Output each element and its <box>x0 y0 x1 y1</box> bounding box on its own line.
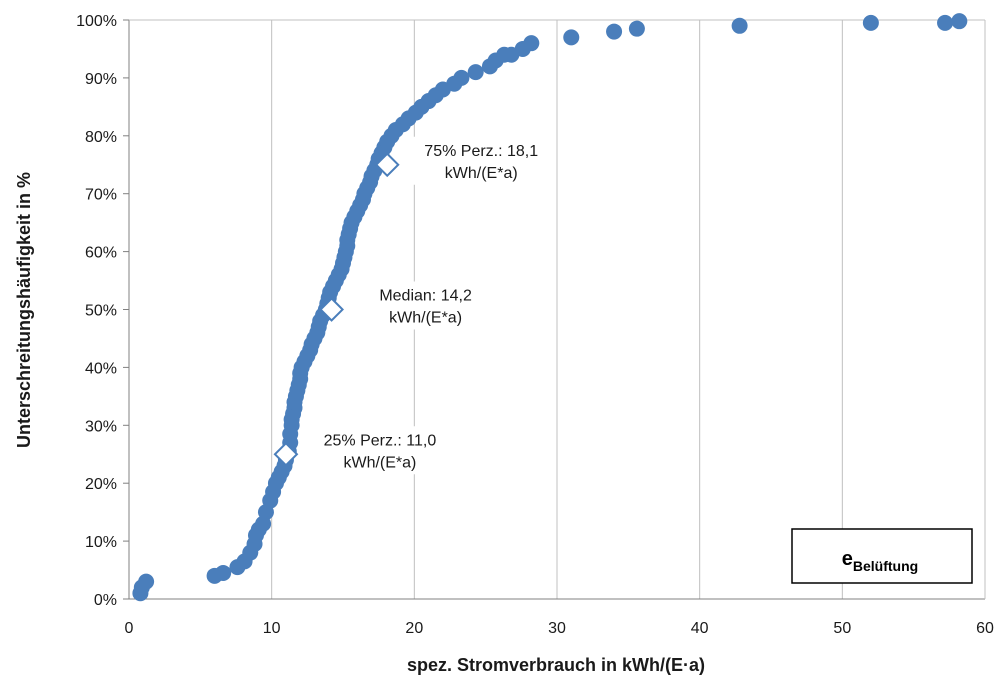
perzentil-25-diamond-marker <box>273 441 299 467</box>
data-point <box>453 69 470 86</box>
data-point <box>951 13 968 30</box>
y-tick-label-2: 20% <box>85 476 117 493</box>
y-tick-label-0: 0% <box>94 592 117 609</box>
data-point <box>862 14 879 31</box>
y-axis-title: Unterschreitungshäufigkeit in % <box>14 172 34 448</box>
y-tick-labels: 0% 10% 20% 30% 40% 50% 60% 70% 80% 90% 100% <box>76 13 117 609</box>
y-tick-label-3: 30% <box>85 418 117 435</box>
y-tick-label-9: 90% <box>85 71 117 88</box>
perzentil-75-diamond-marker <box>374 152 400 178</box>
x-tick-label-10: 10 <box>263 620 281 637</box>
data-point <box>606 23 623 40</box>
data-points <box>132 13 968 602</box>
x-tick-label-40: 40 <box>691 620 709 637</box>
y-tick-label-5: 50% <box>85 303 117 320</box>
perzentil-75-label-line2: kWh/(E*a) <box>445 165 518 182</box>
perzentil-75-label-line1: 75% Perz.: 18,1 <box>424 143 538 160</box>
x-tick-label-0: 0 <box>125 620 134 637</box>
legend-label: eBelüftung <box>842 548 918 574</box>
median-label-line2: kWh/(E*a) <box>389 310 462 327</box>
median-diamond-marker <box>319 297 345 322</box>
data-point <box>628 20 645 37</box>
x-axis-title: spez. Stromverbrauch in kWh/(E·a) <box>407 655 705 675</box>
data-point <box>731 17 748 34</box>
median-label-line1: Median: 14,2 <box>379 288 472 305</box>
x-tick-label-60: 60 <box>976 620 994 637</box>
data-point <box>138 573 155 590</box>
axes <box>123 19 986 600</box>
data-point <box>563 29 580 46</box>
y-tick-label-7: 70% <box>85 187 117 204</box>
legend-frame <box>791 528 973 584</box>
y-tick-label-8: 80% <box>85 129 117 146</box>
median-label-box <box>351 281 500 330</box>
data-point <box>937 14 954 31</box>
x-tick-label-20: 20 <box>405 620 423 637</box>
legend-symbol: e <box>842 548 853 570</box>
y-tick-label-4: 40% <box>85 360 117 377</box>
perzentil-25-label-line2: kWh/(E*a) <box>343 454 416 471</box>
x-tick-label-30: 30 <box>548 620 566 637</box>
y-tick-label-1: 10% <box>85 534 117 551</box>
x-tick-label-50: 50 <box>833 620 851 637</box>
perzentil-75-label-box <box>407 136 556 185</box>
data-point <box>467 64 484 81</box>
grid-lines <box>128 20 986 599</box>
x-tick-labels: 0 10 20 30 40 50 60 <box>125 620 994 637</box>
perzentil-25-label-box <box>305 426 454 475</box>
y-tick-label-10: 100% <box>76 13 117 30</box>
percentile-annotations: 25% Perz.: 11,0 kWh/(E*a) Median: 14,2 kWh/… <box>273 136 556 475</box>
data-point <box>523 35 540 52</box>
perzentil-25-label-line1: 25% Perz.: 11,0 <box>324 432 437 449</box>
y-tick-label-6: 60% <box>85 245 117 262</box>
legend-box: eBelüftung <box>791 528 973 584</box>
data-point <box>215 564 232 581</box>
legend-subscript: Belüftung <box>853 558 918 574</box>
